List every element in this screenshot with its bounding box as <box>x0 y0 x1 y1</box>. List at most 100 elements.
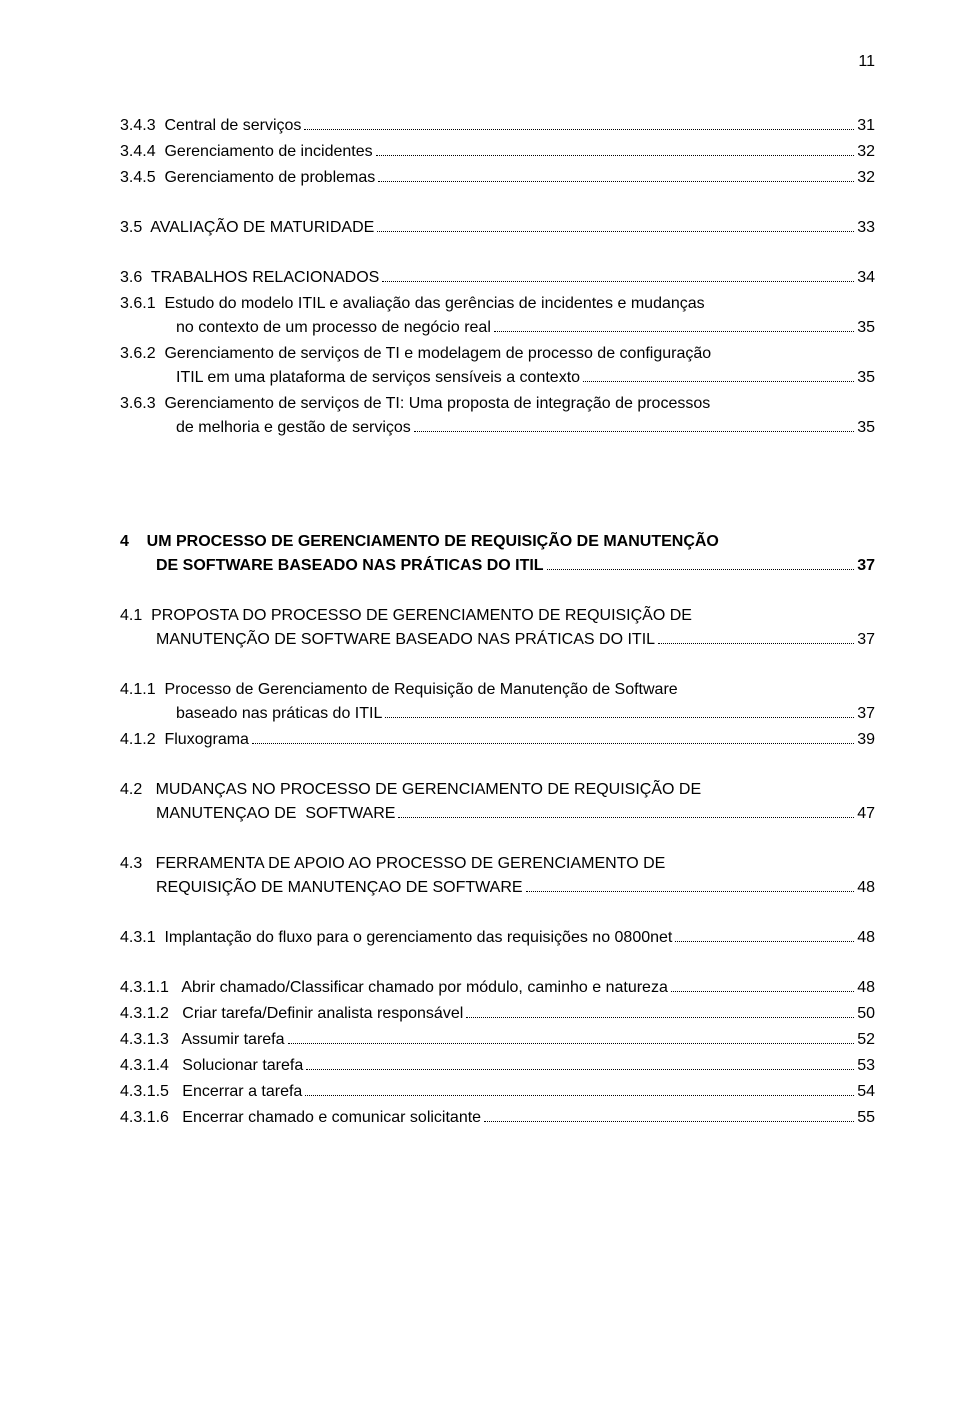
toc-page-number: 48 <box>857 876 875 900</box>
toc-page-number: 47 <box>857 802 875 826</box>
toc-label: 4.3.1.4 Solucionar tarefa <box>120 1054 303 1078</box>
toc-entry: 3.6.1 Estudo do modelo ITIL e avaliação … <box>120 292 875 316</box>
toc-leader-dots <box>494 331 854 332</box>
toc-entry-continuation: ITIL em uma plataforma de serviços sensí… <box>120 366 875 390</box>
toc-leader-dots <box>466 1017 854 1018</box>
toc-page-number: 50 <box>857 1002 875 1026</box>
toc-entry: 4.3.1.2 Criar tarefa/Definir analista re… <box>120 1002 875 1026</box>
toc-leader-dots <box>398 817 854 818</box>
spacer <box>120 192 875 216</box>
toc-leader-dots <box>385 717 854 718</box>
spacer <box>120 902 875 926</box>
toc-entry-continuation: no contexto de um processo de negócio re… <box>120 316 875 340</box>
toc-entry: 3.4.5 Gerenciamento de problemas32 <box>120 166 875 190</box>
toc-page-number: 55 <box>857 1106 875 1130</box>
toc-page-number: 34 <box>857 266 875 290</box>
toc-label: 4.3.1.2 Criar tarefa/Definir analista re… <box>120 1002 463 1026</box>
toc-leader-dots <box>675 941 854 942</box>
toc-leader-dots <box>288 1043 855 1044</box>
toc-label: 3.6 TRABALHOS RELACIONADOS <box>120 266 379 290</box>
toc-entry-continuation: DE SOFTWARE BASEADO NAS PRÁTICAS DO ITIL… <box>120 554 875 578</box>
toc-label: 3.6.2 Gerenciamento de serviços de TI e … <box>120 345 711 362</box>
toc-label: 4.3 FERRAMENTA DE APOIO AO PROCESSO DE G… <box>120 855 665 872</box>
toc-label: 3.6.1 Estudo do modelo ITIL e avaliação … <box>120 295 705 312</box>
toc-entry: 4.1 PROPOSTA DO PROCESSO DE GERENCIAMENT… <box>120 604 875 628</box>
toc-page-number: 37 <box>857 554 875 578</box>
toc-entry: 4.3.1.4 Solucionar tarefa53 <box>120 1054 875 1078</box>
toc-leader-dots <box>304 129 854 130</box>
toc-entry: 4.2 MUDANÇAS NO PROCESSO DE GERENCIAMENT… <box>120 778 875 802</box>
toc-page-number: 35 <box>857 366 875 390</box>
toc-label: 3.4.5 Gerenciamento de problemas <box>120 166 375 190</box>
toc-label: 4.3.1 Implantação do fluxo para o gerenc… <box>120 926 672 950</box>
toc-label: 3.6.3 Gerenciamento de serviços de TI: U… <box>120 395 710 412</box>
toc-leader-dots <box>305 1095 854 1096</box>
toc-entry-continuation: REQUISIÇÃO DE MANUTENÇAO DE SOFTWARE 48 <box>120 876 875 900</box>
toc-label: 3.5 AVALIAÇÃO DE MATURIDADE <box>120 216 374 240</box>
spacer <box>120 580 875 604</box>
toc-entry: 3.6 TRABALHOS RELACIONADOS 34 <box>120 266 875 290</box>
toc-entry-continuation: de melhoria e gestão de serviços 35 <box>120 416 875 440</box>
toc-page-number: 31 <box>857 114 875 138</box>
toc-label: 4.2 MUDANÇAS NO PROCESSO DE GERENCIAMENT… <box>120 781 701 798</box>
toc-page-number: 52 <box>857 1028 875 1052</box>
page-number: 11 <box>120 50 875 74</box>
toc-page-number: 37 <box>857 628 875 652</box>
toc-leader-dots <box>671 991 854 992</box>
toc-entry: 3.5 AVALIAÇÃO DE MATURIDADE33 <box>120 216 875 240</box>
toc-page-number: 39 <box>857 728 875 752</box>
toc-leader-dots <box>377 231 854 232</box>
toc-leader-dots <box>583 381 854 382</box>
toc-label: 4.1.2 Fluxograma <box>120 728 249 752</box>
toc-leader-dots <box>376 155 855 156</box>
toc-page-number: 35 <box>857 316 875 340</box>
table-of-contents: 3.4.3 Central de serviços313.4.4 Gerenci… <box>120 114 875 1130</box>
toc-label: 3.4.4 Gerenciamento de incidentes <box>120 140 373 164</box>
toc-label: 3.4.3 Central de serviços <box>120 114 301 138</box>
toc-entry: 4 UM PROCESSO DE GERENCIAMENTO DE REQUIS… <box>120 530 875 554</box>
toc-label: REQUISIÇÃO DE MANUTENÇAO DE SOFTWARE <box>156 876 523 900</box>
toc-label: MANUTENÇAO DE SOFTWARE <box>156 802 395 826</box>
toc-entry: 3.6.3 Gerenciamento de serviços de TI: U… <box>120 392 875 416</box>
toc-label: baseado nas práticas do ITIL <box>176 702 382 726</box>
toc-leader-dots <box>414 431 854 432</box>
spacer <box>120 486 875 530</box>
toc-label: 4.1 PROPOSTA DO PROCESSO DE GERENCIAMENT… <box>120 607 692 624</box>
toc-label: MANUTENÇÃO DE SOFTWARE BASEADO NAS PRÁTI… <box>156 628 655 652</box>
spacer <box>120 242 875 266</box>
toc-entry: 4.3.1.1 Abrir chamado/Classificar chamad… <box>120 976 875 1000</box>
toc-entry: 4.3 FERRAMENTA DE APOIO AO PROCESSO DE G… <box>120 852 875 876</box>
toc-entry: 3.6.2 Gerenciamento de serviços de TI e … <box>120 342 875 366</box>
toc-label: 4 UM PROCESSO DE GERENCIAMENTO DE REQUIS… <box>120 533 719 550</box>
toc-entry: 4.1.1 Processo de Gerenciamento de Requi… <box>120 678 875 702</box>
toc-label: DE SOFTWARE BASEADO NAS PRÁTICAS DO ITIL <box>156 554 544 578</box>
toc-leader-dots <box>306 1069 854 1070</box>
toc-label: de melhoria e gestão de serviços <box>176 416 411 440</box>
spacer <box>120 952 875 976</box>
toc-entry: 4.3.1 Implantação do fluxo para o gerenc… <box>120 926 875 950</box>
toc-leader-dots <box>484 1121 854 1122</box>
spacer <box>120 754 875 778</box>
toc-entry: 3.4.4 Gerenciamento de incidentes 32 <box>120 140 875 164</box>
toc-leader-dots <box>252 743 854 744</box>
toc-page-number: 48 <box>857 976 875 1000</box>
toc-page-number: 54 <box>857 1080 875 1104</box>
toc-entry-continuation: MANUTENÇAO DE SOFTWARE 47 <box>120 802 875 826</box>
toc-label: ITIL em uma plataforma de serviços sensí… <box>176 366 580 390</box>
toc-page-number: 37 <box>857 702 875 726</box>
toc-entry: 4.3.1.5 Encerrar a tarefa54 <box>120 1080 875 1104</box>
toc-label: 4.1.1 Processo de Gerenciamento de Requi… <box>120 681 678 698</box>
spacer <box>120 442 875 486</box>
spacer <box>120 828 875 852</box>
toc-entry-continuation: MANUTENÇÃO DE SOFTWARE BASEADO NAS PRÁTI… <box>120 628 875 652</box>
toc-page-number: 35 <box>857 416 875 440</box>
toc-page-number: 32 <box>857 140 875 164</box>
toc-label: 4.3.1.1 Abrir chamado/Classificar chamad… <box>120 976 668 1000</box>
toc-entry: 3.4.3 Central de serviços 31 <box>120 114 875 138</box>
toc-leader-dots <box>382 281 854 282</box>
toc-entry: 4.3.1.3 Assumir tarefa52 <box>120 1028 875 1052</box>
toc-label: 4.3.1.6 Encerrar chamado e comunicar sol… <box>120 1106 481 1130</box>
spacer <box>120 654 875 678</box>
toc-leader-dots <box>547 569 855 570</box>
toc-entry-continuation: baseado nas práticas do ITIL 37 <box>120 702 875 726</box>
